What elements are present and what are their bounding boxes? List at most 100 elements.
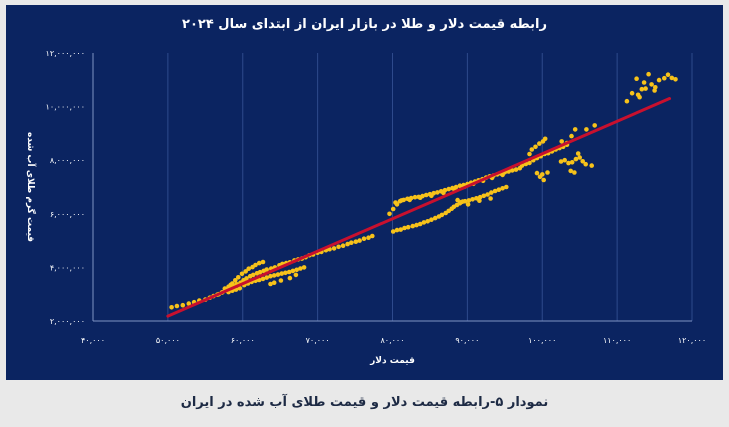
data-point	[455, 197, 460, 203]
data-point	[236, 275, 241, 280]
data-point	[260, 276, 266, 282]
data-point	[649, 82, 654, 87]
data-point	[268, 281, 273, 287]
data-point	[246, 266, 251, 272]
data-point	[260, 259, 266, 265]
data-point	[256, 260, 262, 266]
data-point	[441, 190, 446, 196]
data-point	[429, 193, 434, 199]
data-point	[466, 198, 472, 203]
data-point	[417, 221, 423, 227]
data-point	[629, 90, 635, 96]
data-point	[407, 197, 413, 203]
data-point	[370, 233, 375, 239]
data-point	[662, 75, 667, 81]
data-point	[180, 302, 186, 308]
data-point	[394, 227, 400, 233]
x-tick-label: ۱۲۰,۰۰۰	[678, 336, 706, 345]
data-point	[500, 172, 505, 178]
data-point	[542, 136, 548, 142]
data-point	[592, 123, 597, 128]
data-point	[639, 86, 645, 92]
data-point	[665, 72, 671, 77]
data-point	[349, 240, 354, 245]
data-point	[540, 172, 545, 177]
data-point	[357, 238, 362, 243]
data-point	[287, 275, 293, 281]
data-point	[390, 206, 396, 212]
data-point	[423, 192, 429, 198]
data-point	[399, 198, 404, 203]
data-point	[673, 77, 678, 82]
data-point	[558, 159, 564, 164]
data-point	[286, 269, 292, 275]
data-point	[271, 280, 277, 286]
data-point	[541, 177, 546, 183]
data-point	[545, 170, 550, 175]
data-point	[500, 186, 505, 191]
data-point	[336, 244, 341, 250]
data-point	[569, 160, 575, 165]
x-tick-label: ۸۰,۰۰۰	[380, 336, 404, 345]
grid-layer	[92, 53, 693, 321]
x-tick-label: ۴۰,۰۰۰	[81, 336, 105, 345]
data-point	[271, 273, 277, 278]
data-point	[425, 219, 431, 224]
data-point	[477, 194, 483, 200]
data-point	[402, 225, 407, 231]
axes-layer	[92, 53, 692, 322]
data-point	[366, 235, 371, 240]
data-point	[669, 75, 675, 81]
chart-panel: ۴۰,۰۰۰ ۵۰,۰۰۰ ۶۰,۰۰۰ ۷۰,۰۰۰ ۸۰,۰۰۰ ۹۰,۰۰۰ ۱۰۰,…	[6, 5, 723, 380]
label-layer: ۴۰,۰۰۰ ۵۰,۰۰۰ ۶۰,۰۰۰ ۷۰,۰۰۰ ۸۰,۰۰۰ ۹۰,۰۰۰ ۱۰۰,…	[25, 49, 706, 366]
data-point	[298, 266, 303, 271]
data-point	[481, 193, 487, 199]
data-point	[577, 155, 582, 160]
data-point	[492, 188, 498, 194]
data-point	[584, 127, 589, 132]
x-tick-label: ۵۰,۰۰۰	[156, 336, 180, 345]
data-point	[589, 163, 594, 168]
x-tick-label: ۶۰,۰۰۰	[231, 336, 255, 345]
data-point	[504, 184, 509, 190]
y-tick-label: ۱۰,۰۰۰,۰۰۰	[46, 103, 85, 112]
data-point	[572, 170, 577, 175]
data-point	[527, 160, 532, 166]
data-point	[186, 301, 192, 306]
data-point	[488, 196, 493, 201]
data-point	[656, 77, 662, 83]
data-point	[257, 269, 263, 275]
data-point	[429, 217, 434, 222]
data-point	[568, 168, 573, 174]
data-point	[239, 271, 245, 277]
data-point	[465, 202, 471, 207]
data-point	[264, 267, 270, 272]
data-point	[387, 211, 392, 217]
data-point	[237, 286, 243, 291]
data-point	[233, 278, 238, 283]
trendline	[166, 97, 672, 318]
data-point	[243, 269, 248, 274]
data-point	[278, 278, 284, 283]
data-point	[510, 168, 515, 173]
data-point	[477, 198, 482, 203]
data-point	[637, 94, 642, 100]
data-point	[410, 223, 416, 229]
data-point	[432, 215, 438, 221]
data-point	[345, 241, 350, 247]
data-point	[353, 239, 359, 244]
data-point	[293, 272, 299, 278]
data-point	[331, 246, 337, 251]
data-point	[290, 268, 296, 274]
data-point	[580, 159, 585, 164]
data-point	[470, 197, 475, 202]
data-point	[169, 305, 174, 310]
data-point	[393, 200, 398, 205]
data-point	[527, 151, 532, 157]
x-tick-label: ۷۰,۰۰۰	[306, 336, 330, 345]
data-point	[435, 190, 440, 195]
data-point	[398, 227, 404, 232]
data-point	[641, 80, 647, 85]
data-point	[513, 167, 519, 172]
